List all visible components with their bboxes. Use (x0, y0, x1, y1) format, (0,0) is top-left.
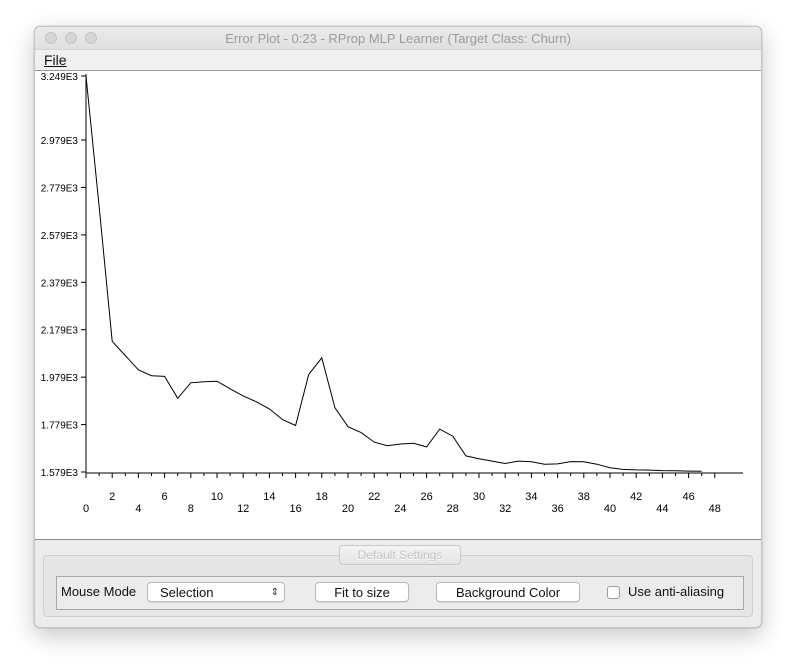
settings-row: Mouse Mode Selection ⇕ Fit to size Backg… (56, 576, 744, 610)
anti-aliasing-label: Use anti-aliasing (628, 584, 725, 599)
chevron-updown-icon: ⇕ (270, 587, 279, 598)
x-tick-label: 40 (604, 503, 616, 515)
error-line-chart[interactable]: 3.249E3 2.979E3 2.779E3 2.579E3 2.379E3 2.179… (35, 71, 761, 539)
background-color-button[interactable]: Background Color (436, 582, 580, 602)
x-tick-label: 32 (499, 503, 511, 515)
zoom-window-button[interactable] (85, 32, 97, 44)
window-title: Error Plot - 0:23 - RProp MLP Learner (T… (225, 31, 571, 46)
x-tick-label: 16 (289, 503, 301, 515)
x-tick-label: 2 (109, 491, 115, 503)
x-tick-label: 48 (709, 503, 721, 515)
x-tick-label: 20 (342, 503, 354, 515)
x-tick-label: 46 (682, 491, 694, 503)
error-series-line (85, 75, 702, 472)
menu-file[interactable]: File (44, 52, 67, 68)
x-tick-label: 18 (316, 491, 328, 503)
y-tick-label: 2.179E3 (41, 326, 79, 337)
x-tick-label: 24 (394, 503, 406, 515)
x-tick-label: 34 (525, 491, 537, 503)
x-tick-label: 26 (420, 491, 432, 503)
settings-group: Mouse Mode Selection ⇕ Fit to size Backg… (43, 555, 753, 617)
settings-area: Mouse Mode Selection ⇕ Fit to size Backg… (41, 545, 753, 619)
y-tick-label: 2.579E3 (41, 231, 79, 242)
close-window-button[interactable] (45, 32, 57, 44)
menu-bar: File (35, 50, 761, 70)
y-tick-label: 2.779E3 (41, 183, 79, 194)
y-tick-label: 3.249E3 (41, 72, 79, 83)
x-tick-label: 12 (237, 503, 249, 515)
y-tick-label: 1.579E3 (41, 468, 79, 479)
y-tick-label: 1.779E3 (41, 421, 79, 432)
plot-panel[interactable]: 3.249E3 2.979E3 2.779E3 2.579E3 2.379E3 2.179… (35, 70, 761, 540)
mouse-mode-label: Mouse Mode (61, 584, 137, 599)
chart-series (85, 75, 702, 472)
y-tick-label: 1.979E3 (41, 373, 79, 384)
x-tick-label: 14 (263, 491, 275, 503)
default-settings-button[interactable]: Default Settings (339, 545, 461, 565)
x-tick-label: 38 (578, 491, 590, 503)
x-tick-label: 30 (473, 491, 485, 503)
fit-to-size-button[interactable]: Fit to size (315, 582, 409, 602)
chart-ticks: 3.249E3 2.979E3 2.779E3 2.579E3 2.379E3 2.179… (41, 72, 721, 515)
anti-aliasing-checkbox[interactable] (607, 586, 620, 599)
x-tick-label: 42 (630, 491, 642, 503)
x-tick-label: 0 (83, 503, 89, 515)
mouse-mode-select[interactable]: Selection ⇕ (147, 582, 285, 602)
y-tick-label: 2.379E3 (41, 278, 79, 289)
menu-file-label: File (44, 52, 67, 68)
mouse-mode-value: Selection (160, 585, 214, 600)
x-tick-label: 6 (162, 491, 168, 503)
title-bar[interactable]: Error Plot - 0:23 - RProp MLP Learner (T… (35, 27, 761, 50)
chart-axes (85, 74, 743, 474)
x-tick-label: 22 (368, 491, 380, 503)
x-tick-label: 44 (656, 503, 668, 515)
x-tick-label: 8 (188, 503, 194, 515)
y-tick-label: 2.979E3 (41, 136, 79, 147)
minimize-window-button[interactable] (65, 32, 77, 44)
x-tick-label: 10 (211, 491, 223, 503)
x-tick-label: 28 (447, 503, 459, 515)
error-plot-window: Error Plot - 0:23 - RProp MLP Learner (T… (34, 26, 762, 628)
x-tick-label: 4 (135, 503, 141, 515)
x-tick-label: 36 (551, 503, 563, 515)
